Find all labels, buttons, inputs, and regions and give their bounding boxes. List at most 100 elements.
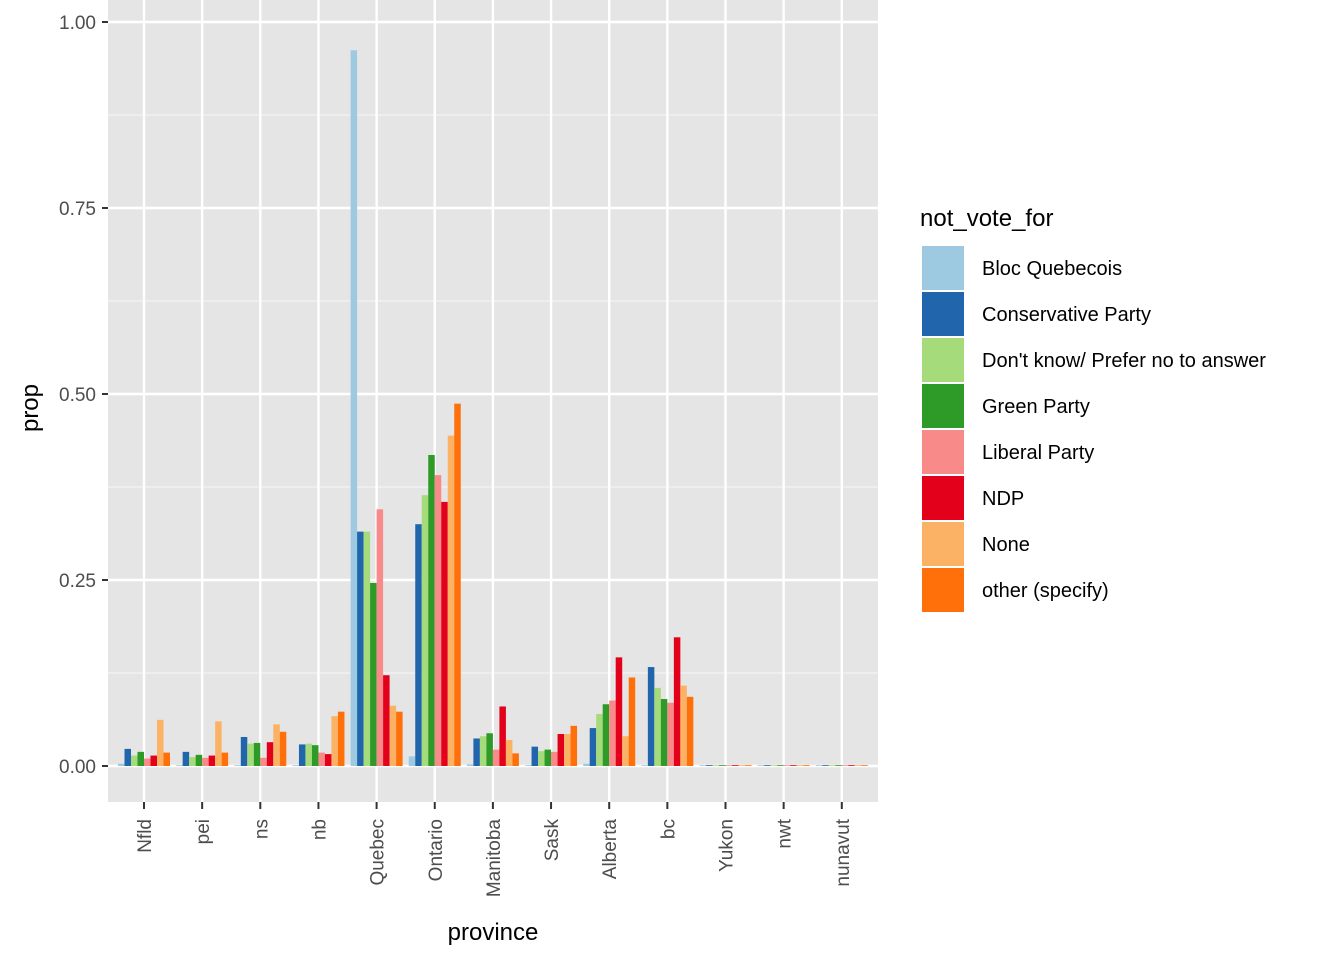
x-tick-label: Manitoba bbox=[484, 819, 505, 898]
legend-label: Conservative Party bbox=[982, 304, 1151, 326]
y-tick-label: 0.25 bbox=[59, 571, 96, 592]
bar-ns-green-party bbox=[253, 742, 261, 766]
bar-sask-conservative-party bbox=[531, 746, 539, 766]
legend-label: Bloc Quebecois bbox=[982, 258, 1122, 280]
bar-ns-conservative-party bbox=[240, 736, 248, 766]
bar-manitoba-don-t-know-prefer-no-to-answer bbox=[479, 736, 487, 766]
legend-key bbox=[920, 382, 966, 430]
legend-items: Bloc Quebecois Conservative Party Don't kn… bbox=[920, 244, 1266, 614]
bar-sask-liberal-party bbox=[551, 751, 558, 766]
bar-pei-green-party bbox=[195, 754, 203, 766]
legend-title: not_vote_for bbox=[920, 205, 1053, 232]
bar-yukon-ndp bbox=[732, 765, 739, 766]
legend-key bbox=[920, 290, 966, 338]
legend-key bbox=[920, 520, 966, 568]
bar-quebec-other-specify- bbox=[396, 711, 403, 766]
bar-manitoba-other-specify- bbox=[512, 753, 519, 766]
bar-ontario-bloc-quebecois bbox=[408, 756, 416, 766]
bar-nwt-none bbox=[796, 765, 804, 766]
bar-alberta-ndp bbox=[615, 657, 623, 766]
bar-nwt-other-specify- bbox=[803, 765, 810, 766]
bar-nwt-liberal-party bbox=[783, 765, 791, 766]
legend-label: NDP bbox=[982, 488, 1024, 510]
bar-pei-don-t-know-prefer-no-to-answer bbox=[189, 757, 196, 766]
bar-nb-bloc-quebecois bbox=[292, 765, 299, 766]
x-tick-label: Sask bbox=[542, 819, 563, 862]
bar-nfld-ndp bbox=[150, 755, 157, 766]
bar-bc-don-t-know-prefer-no-to-answer bbox=[654, 687, 661, 766]
y-tick-label: 0.50 bbox=[59, 385, 96, 406]
bar-yukon-don-t-know-prefer-no-to-answer bbox=[712, 765, 719, 766]
legend-key bbox=[920, 428, 966, 476]
bar-nb-none bbox=[331, 716, 338, 766]
bar-manitoba-ndp bbox=[499, 706, 506, 766]
legend-label: Green Party bbox=[982, 396, 1090, 418]
bar-nfld-don-t-know-prefer-no-to-answer bbox=[131, 755, 138, 766]
bar-manitoba-liberal-party bbox=[492, 749, 500, 766]
bar-nunavut-other-specify- bbox=[861, 765, 868, 766]
bar-quebec-ndp bbox=[383, 675, 390, 766]
bar-bc-none bbox=[680, 685, 687, 766]
bar-pei-ndp bbox=[208, 755, 216, 766]
bar-pei-other-specify- bbox=[221, 752, 229, 766]
bar-bc-other-specify- bbox=[686, 696, 694, 766]
bar-bc-ndp bbox=[673, 637, 681, 766]
bar-pei-none bbox=[215, 721, 222, 766]
bar-quebec-none bbox=[389, 705, 397, 766]
bar-nb-conservative-party bbox=[298, 744, 306, 766]
bar-nfld-other-specify- bbox=[163, 752, 170, 766]
x-tick-label: Quebec bbox=[368, 819, 389, 886]
bar-nwt-bloc-quebecois bbox=[757, 765, 765, 766]
legend-key bbox=[920, 336, 966, 384]
legend-label: Don't know/ Prefer no to answer bbox=[982, 350, 1266, 372]
bar-yukon-none bbox=[738, 765, 745, 766]
bar-pei-bloc-quebecois bbox=[176, 765, 183, 766]
bar-ns-liberal-party bbox=[260, 757, 267, 766]
major-gridlines bbox=[108, 0, 878, 802]
x-axis-title: province bbox=[448, 919, 539, 946]
x-tick-label: Ontario bbox=[426, 819, 447, 881]
bar-quebec-conservative-party bbox=[357, 531, 364, 766]
bar-nunavut-liberal-party bbox=[841, 765, 849, 766]
bar-manitoba-green-party bbox=[486, 733, 493, 766]
bar-nwt-ndp bbox=[790, 765, 797, 766]
bar-nunavut-bloc-quebecois bbox=[815, 765, 823, 766]
bar-pei-liberal-party bbox=[202, 757, 209, 766]
x-tick-label: pei bbox=[193, 819, 214, 844]
bar-yukon-green-party bbox=[719, 765, 726, 766]
bar-yukon-liberal-party bbox=[725, 765, 732, 766]
bar-nwt-conservative-party bbox=[764, 765, 771, 766]
x-tick-label: nunavut bbox=[833, 818, 854, 886]
bar-nb-ndp bbox=[324, 754, 332, 766]
bar-yukon-bloc-quebecois bbox=[699, 765, 706, 766]
x-tick-label: bc bbox=[658, 819, 679, 839]
bar-ontario-green-party bbox=[428, 455, 435, 766]
bar-nfld-conservative-party bbox=[124, 748, 131, 766]
bar-manitoba-conservative-party bbox=[473, 738, 480, 766]
bar-bc-green-party bbox=[660, 699, 668, 766]
bar-alberta-don-t-know-prefer-no-to-answer bbox=[596, 713, 603, 766]
bar-nb-other-specify- bbox=[337, 711, 345, 766]
bar-nwt-green-party bbox=[777, 765, 784, 766]
bar-yukon-other-specify- bbox=[745, 765, 752, 766]
bar-manitoba-none bbox=[505, 739, 513, 766]
bar-ontario-none bbox=[447, 435, 455, 766]
bar-nunavut-green-party bbox=[835, 765, 842, 766]
bar-sask-bloc-quebecois bbox=[525, 765, 532, 766]
bar-manitoba-bloc-quebecois bbox=[466, 764, 474, 766]
bar-ontario-liberal-party bbox=[434, 475, 442, 766]
x-tick-label: nb bbox=[309, 819, 330, 840]
bar-bc-bloc-quebecois bbox=[641, 765, 648, 766]
bar-ns-bloc-quebecois bbox=[234, 765, 241, 766]
bar-nb-liberal-party bbox=[318, 752, 325, 766]
bar-ontario-conservative-party bbox=[415, 524, 422, 766]
bar-sask-don-t-know-prefer-no-to-answer bbox=[538, 751, 545, 766]
bar-nb-green-party bbox=[311, 745, 319, 766]
bars bbox=[118, 50, 868, 766]
bar-nunavut-none bbox=[854, 765, 862, 766]
bar-bc-liberal-party bbox=[667, 702, 674, 766]
bar-nfld-liberal-party bbox=[144, 758, 151, 766]
legend-key bbox=[920, 566, 966, 614]
bar-nfld-green-party bbox=[137, 751, 144, 766]
bar-alberta-liberal-party bbox=[609, 700, 616, 766]
